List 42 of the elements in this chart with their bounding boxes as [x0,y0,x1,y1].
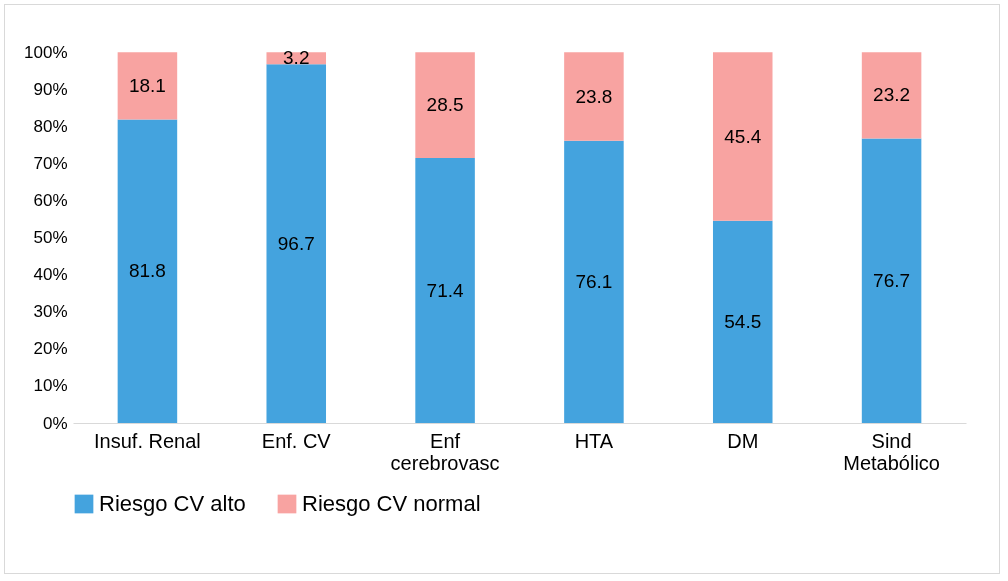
y-tick-label: 20% [33,339,68,359]
data-label: 96.7 [277,232,315,254]
bar [861,52,922,139]
y-tick-label: 80% [33,116,68,136]
bar [564,52,624,141]
data-label: 54.5 [724,310,762,332]
y-tick-label: 50% [33,228,68,247]
data-label: 81.8 [128,260,166,282]
bar [415,52,475,159]
y-tick-label: 60% [33,190,68,210]
data-label: 3.2 [283,47,310,69]
data-label: 23.2 [873,84,911,106]
bar [861,138,922,423]
data-label: 71.4 [426,279,464,301]
y-tick-label: 90% [33,79,68,99]
y-tick-label: 100% [24,42,68,62]
legend-label: Riesgo CV alto [99,491,246,516]
bar [712,52,773,221]
x-tick-label: Enf. CV [261,429,332,452]
y-tick-label: 40% [33,265,68,285]
bar [564,140,624,423]
bar [266,64,327,423]
legend-label: Riesgo CV normal [302,491,481,516]
bar [117,52,178,120]
data-label: 18.1 [128,74,166,96]
x-tick-label: Insuf. Renal [94,429,201,452]
bar [712,220,773,423]
bar [415,158,475,423]
data-label: 76.1 [575,270,613,292]
y-tick-label: 10% [33,376,68,396]
data-label: 28.5 [426,94,464,116]
data-label: 45.4 [724,125,762,147]
y-tick-label: 70% [33,153,68,173]
bar [117,119,178,423]
data-label: 23.8 [575,85,613,107]
x-tick-label: Sind Metabólico [843,429,940,474]
x-tick-label: Enf cerebrovasc [390,429,500,474]
y-tick-label: 30% [33,302,68,322]
x-tick-label: DM [727,429,759,452]
y-tick-label: 0% [42,413,68,433]
data-label: 76.7 [873,269,911,291]
x-tick-label: HTA [574,429,614,452]
